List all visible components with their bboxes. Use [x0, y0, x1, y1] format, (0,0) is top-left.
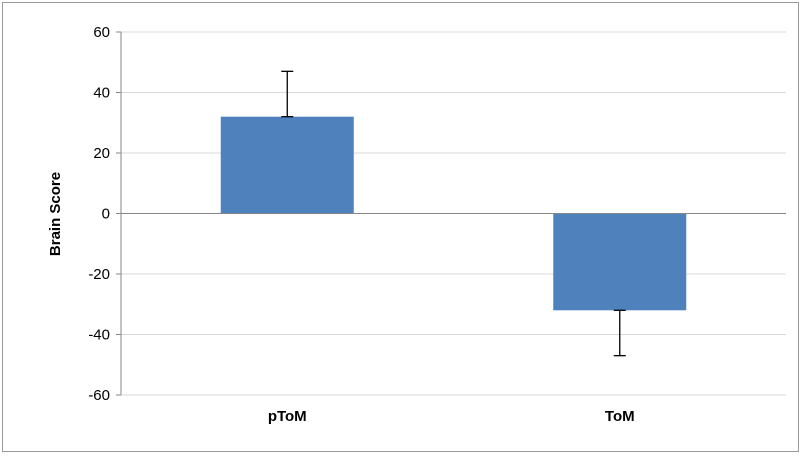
- y-tick-label: -60: [88, 387, 110, 404]
- bar-tom: [553, 213, 687, 311]
- axes: [116, 31, 786, 396]
- y-tick-label: 0: [102, 206, 110, 223]
- y-tick-label: -40: [88, 327, 110, 344]
- y-tick-label: 20: [93, 145, 110, 162]
- y-tick-label: 60: [93, 24, 110, 41]
- bar-ptom: [220, 116, 354, 214]
- labels: 60 40 20 0 -20 -40 -60 pToM ToM: [88, 24, 634, 425]
- x-category-label: pToM: [268, 408, 307, 425]
- bars: [220, 116, 687, 311]
- y-axis-title: Brain Score: [47, 172, 64, 256]
- x-category-label: ToM: [605, 408, 635, 425]
- error-bars: [281, 70, 626, 357]
- y-tick-label: 40: [93, 85, 110, 102]
- y-tick-label: -20: [88, 266, 110, 283]
